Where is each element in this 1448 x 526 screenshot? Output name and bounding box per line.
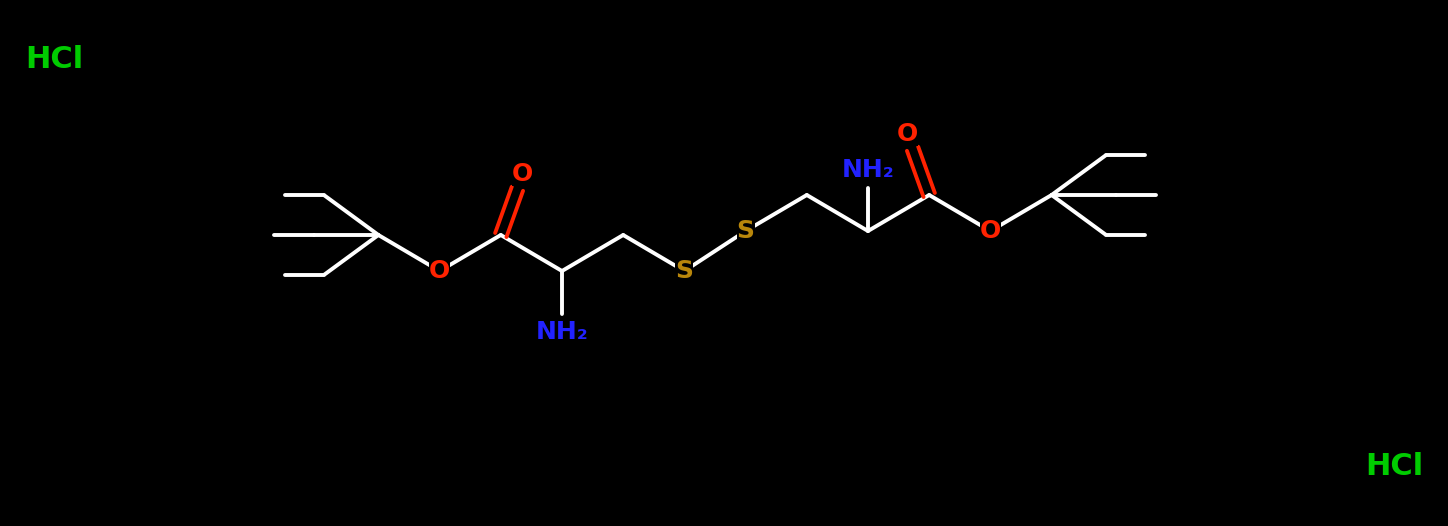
Text: NH₂: NH₂ [841, 158, 895, 182]
Text: S: S [737, 219, 754, 243]
Text: O: O [980, 219, 1001, 243]
Text: HCl: HCl [1365, 452, 1423, 481]
Text: O: O [429, 259, 450, 283]
Text: O: O [896, 122, 918, 146]
Text: S: S [675, 259, 694, 283]
Text: HCl: HCl [25, 45, 83, 74]
Text: NH₂: NH₂ [536, 320, 588, 344]
Text: O: O [511, 162, 533, 186]
